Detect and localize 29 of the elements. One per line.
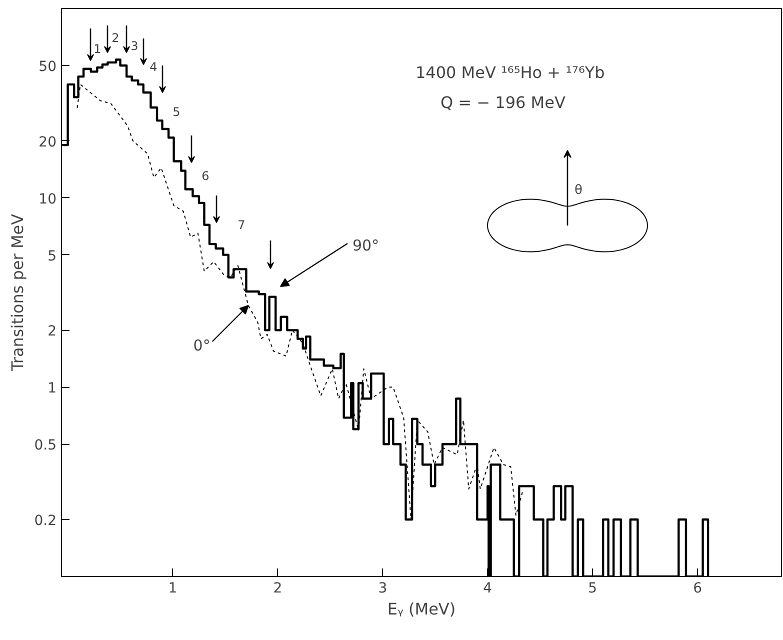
x-axis-title: Eᵧ (MeV) <box>387 600 456 618</box>
annotation: 6 <box>202 169 210 183</box>
annotation: 0° <box>193 336 210 354</box>
x-tick-label: 2 <box>273 580 282 596</box>
y-tick-label: 20 <box>38 134 57 150</box>
annotation: 2 <box>112 31 120 45</box>
annotation: 90° <box>352 236 380 254</box>
annotation: 4 <box>150 60 158 74</box>
annotation: 5 <box>172 105 180 119</box>
x-tick-label: 3 <box>378 580 388 596</box>
line-series <box>76 84 524 520</box>
annotation: 1400 MeV ¹⁶⁵Ho + ¹⁷⁶Yb <box>416 63 605 82</box>
y-tick-label: 50 <box>38 58 57 75</box>
y-axis-title: Transitions per MeV <box>8 214 28 372</box>
y-tick-label: 0.2 <box>34 513 56 530</box>
x-tick-label: 4 <box>483 580 492 596</box>
y-tick-label: 10 <box>38 191 57 208</box>
y-tick-label: 0.5 <box>34 438 56 454</box>
annotation: 7 <box>238 218 246 232</box>
x-tick-label: 5 <box>588 580 598 596</box>
x-tick-label: 6 <box>693 580 702 596</box>
annotation: 3 <box>130 39 138 53</box>
y-tick-label: 5 <box>48 248 57 264</box>
annotation: 1 <box>94 42 102 56</box>
y-tick-label: 2 <box>48 324 57 340</box>
y-tick-label: 1 <box>48 380 57 397</box>
annotation: Q = − 196 MeV <box>440 93 566 112</box>
x-tick-label: 1 <box>168 580 178 596</box>
annotation: θ <box>574 183 583 198</box>
